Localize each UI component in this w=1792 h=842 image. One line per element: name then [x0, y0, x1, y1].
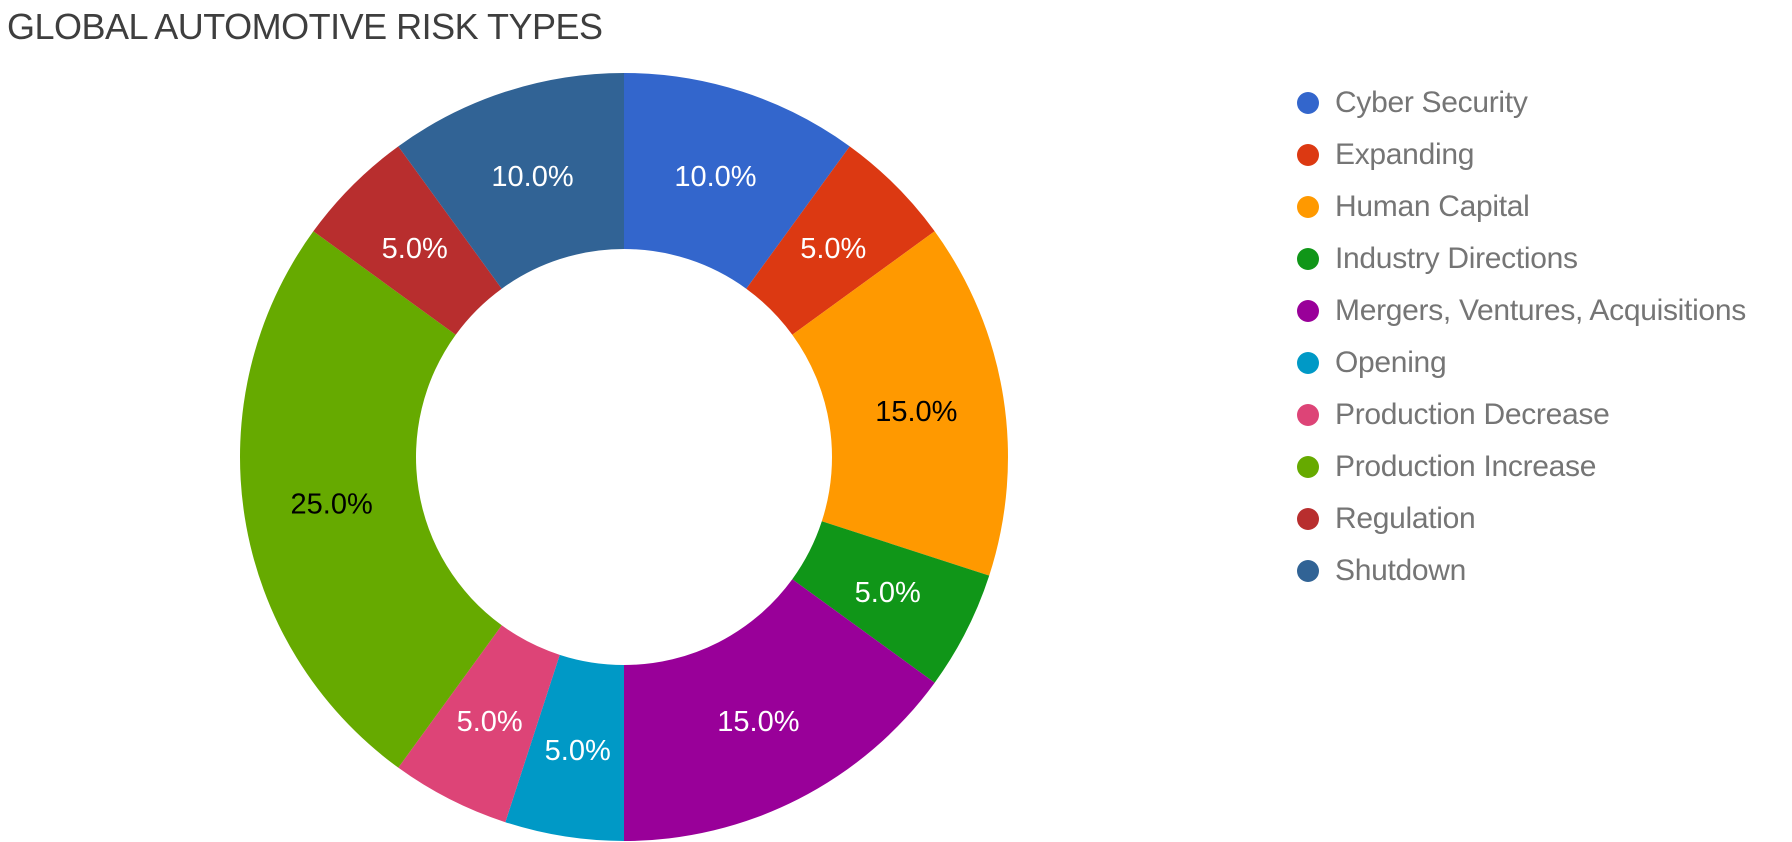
legend-label: Opening: [1335, 346, 1447, 379]
legend-label: Regulation: [1335, 502, 1476, 535]
legend-item-industry-directions[interactable]: Industry Directions: [1297, 233, 1746, 285]
chart-title: GLOBAL AUTOMOTIVE RISK TYPES: [7, 6, 603, 47]
legend-item-cyber-security[interactable]: Cyber Security: [1297, 77, 1746, 129]
legend-label: Human Capital: [1335, 190, 1530, 223]
legend-color-dot: [1297, 352, 1319, 374]
pie-slice-value-label: 10.0%: [491, 161, 573, 193]
legend-color-dot: [1297, 404, 1319, 426]
legend-label: Shutdown: [1335, 554, 1467, 587]
legend-color-dot: [1297, 196, 1319, 218]
legend-label: Production Increase: [1335, 450, 1597, 483]
pie-slice-industry-directions[interactable]: [792, 521, 990, 683]
pie-slice-value-label: 5.0%: [382, 233, 448, 265]
pie-slice-value-label: 5.0%: [800, 233, 866, 265]
legend-color-dot: [1297, 144, 1319, 166]
pie-slice-value-label: 25.0%: [291, 489, 373, 521]
pie-slice-value-label: 15.0%: [875, 396, 957, 428]
legend-item-human-capital[interactable]: Human Capital: [1297, 181, 1746, 233]
legend-color-dot: [1297, 248, 1319, 270]
legend-color-dot: [1297, 560, 1319, 582]
legend-label: Industry Directions: [1335, 242, 1578, 275]
legend-color-dot: [1297, 92, 1319, 114]
pie-slice-value-label: 15.0%: [717, 706, 799, 738]
legend-label: Mergers, Ventures, Acquisitions: [1335, 294, 1746, 327]
pie-slice-value-label: 5.0%: [855, 577, 921, 609]
legend-item-mergers-ventures-acquisitions[interactable]: Mergers, Ventures, Acquisitions: [1297, 285, 1746, 337]
pie-slice-value-label: 10.0%: [674, 161, 756, 193]
pie-slice-opening[interactable]: [505, 654, 624, 841]
pie-slice-regulation[interactable]: [313, 146, 502, 335]
pie-slice-production-decrease[interactable]: [398, 625, 560, 823]
legend-label: Cyber Security: [1335, 86, 1528, 119]
legend-item-shutdown[interactable]: Shutdown: [1297, 545, 1746, 597]
pie-slice-expanding[interactable]: [746, 146, 935, 335]
legend-item-regulation[interactable]: Regulation: [1297, 493, 1746, 545]
legend-color-dot: [1297, 508, 1319, 530]
legend-item-opening[interactable]: Opening: [1297, 337, 1746, 389]
donut-chart: 10.0% 5.0% 15.0% 5.0% 15.0% 5.0% 5.0% 25.0% 5.0%…: [239, 73, 1008, 841]
legend-label: Expanding: [1335, 138, 1475, 171]
legend-item-production-increase[interactable]: Production Increase: [1297, 441, 1746, 493]
legend-label: Production Decrease: [1335, 398, 1610, 431]
chart-legend: Cyber Security Expanding Human Capital Indu…: [1297, 77, 1746, 597]
pie-slice-value-label: 5.0%: [545, 735, 611, 767]
pie-slice-shutdown[interactable]: [398, 73, 624, 289]
pie-slice-human-capital[interactable]: [792, 231, 1008, 576]
legend-item-expanding[interactable]: Expanding: [1297, 129, 1746, 181]
legend-color-dot: [1297, 300, 1319, 322]
pie-slice-production-increase[interactable]: [239, 231, 502, 768]
legend-item-production-decrease[interactable]: Production Decrease: [1297, 389, 1746, 441]
pie-slice-mergers-ventures-acquisitions[interactable]: [624, 579, 935, 841]
pie-slice-value-label: 5.0%: [457, 706, 523, 738]
legend-color-dot: [1297, 456, 1319, 478]
pie-slice-cyber-security[interactable]: [624, 73, 850, 289]
